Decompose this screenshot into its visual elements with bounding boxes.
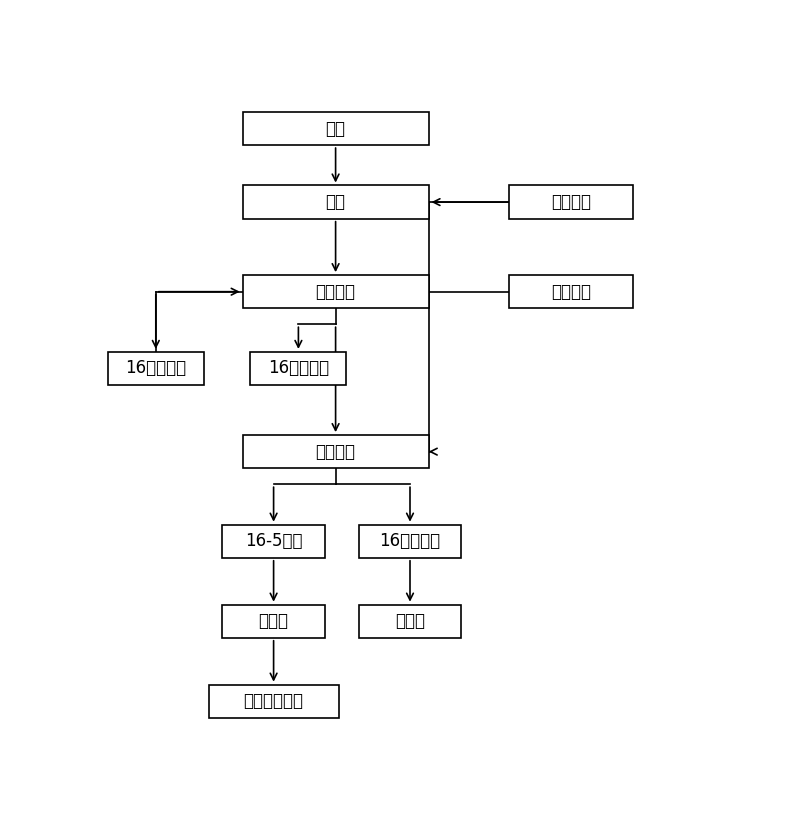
Bar: [222, 524, 325, 558]
Text: 研磨: 研磨: [326, 193, 346, 211]
Text: 负压引风: 负压引风: [551, 283, 591, 301]
Bar: [242, 275, 429, 308]
Text: 副品仓: 副品仓: [395, 612, 425, 630]
Bar: [510, 185, 634, 219]
Text: 成品仓: 成品仓: [258, 612, 289, 630]
Text: 16-5微米: 16-5微米: [245, 532, 302, 550]
Text: 循环水冷: 循环水冷: [551, 193, 591, 211]
Text: 16微米以细: 16微米以细: [268, 360, 329, 377]
Text: 二级分级: 二级分级: [315, 443, 356, 460]
Bar: [359, 524, 461, 558]
Text: 原料: 原料: [326, 120, 346, 137]
Bar: [510, 275, 634, 308]
Bar: [359, 605, 461, 638]
Bar: [222, 605, 325, 638]
Text: 16微米以细: 16微米以细: [379, 532, 441, 550]
Bar: [242, 185, 429, 219]
Bar: [250, 352, 346, 385]
Text: 16微米以细: 16微米以细: [126, 360, 186, 377]
Text: 自动计量包装: 自动计量包装: [244, 692, 304, 711]
Bar: [242, 435, 429, 469]
Bar: [242, 112, 429, 145]
Bar: [108, 352, 204, 385]
Bar: [209, 685, 338, 718]
Text: 一级分级: 一级分级: [315, 283, 356, 301]
